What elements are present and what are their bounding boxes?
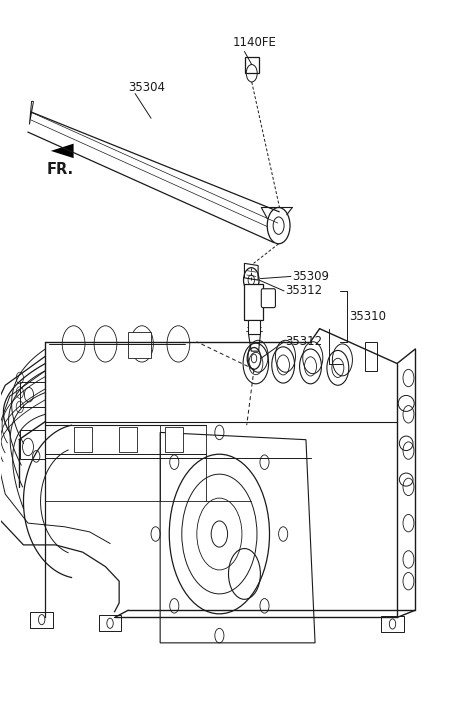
Bar xyxy=(244,284,263,320)
Bar xyxy=(30,611,53,627)
Bar xyxy=(74,427,92,452)
Polygon shape xyxy=(249,334,260,351)
Bar xyxy=(248,320,260,334)
Text: 35309: 35309 xyxy=(292,270,329,283)
Bar xyxy=(245,57,259,73)
FancyBboxPatch shape xyxy=(261,289,276,308)
Bar xyxy=(20,382,45,407)
Text: 35312: 35312 xyxy=(286,284,323,297)
Text: 35310: 35310 xyxy=(349,310,386,323)
Polygon shape xyxy=(244,263,258,280)
Bar xyxy=(128,332,151,358)
Text: 35304: 35304 xyxy=(128,81,165,95)
Bar xyxy=(119,427,138,452)
Bar xyxy=(165,427,183,452)
Text: 1140FE: 1140FE xyxy=(233,36,277,49)
Text: FR.: FR. xyxy=(46,161,74,177)
Bar xyxy=(20,430,45,459)
Bar xyxy=(365,342,377,371)
Text: 35312: 35312 xyxy=(286,335,323,348)
Polygon shape xyxy=(51,144,74,158)
Bar xyxy=(99,615,122,631)
Bar xyxy=(381,616,404,632)
